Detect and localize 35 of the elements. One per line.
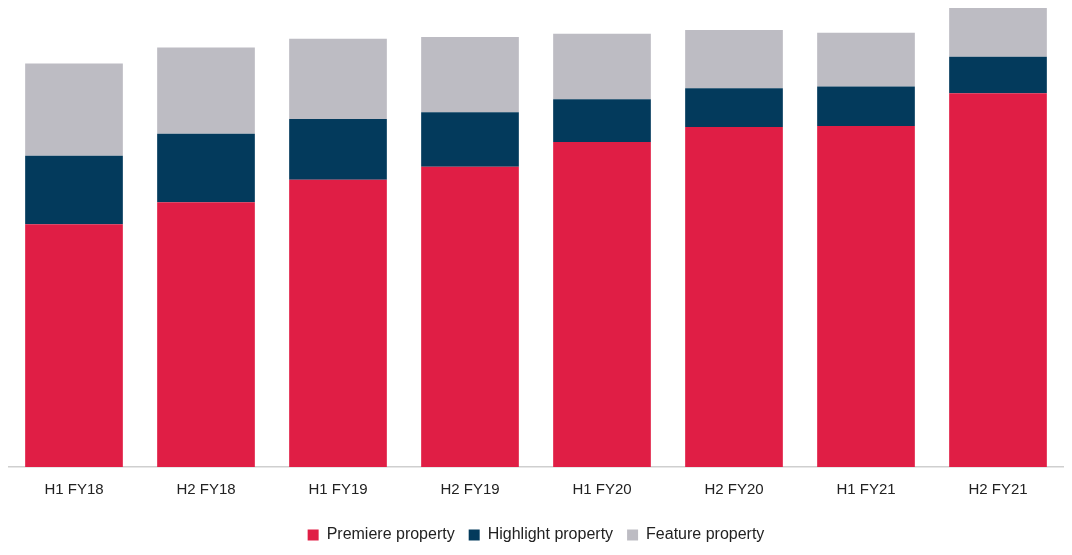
bar	[289, 38, 387, 120]
bar	[817, 32, 915, 87]
bar	[553, 33, 651, 100]
bar	[553, 99, 651, 143]
bar	[25, 155, 123, 225]
legend-label: Premiere property	[326, 525, 455, 543]
bar	[685, 30, 783, 89]
bar	[685, 126, 783, 467]
bar	[421, 166, 519, 467]
bar	[157, 47, 255, 134]
bar	[817, 125, 915, 467]
bar	[157, 202, 255, 467]
bar	[289, 179, 387, 467]
legend-label: Highlight property	[487, 525, 614, 543]
x-tick-label: H1 FY18	[44, 480, 104, 498]
x-tick-label: H2 FY18	[176, 480, 236, 498]
bar	[289, 119, 387, 180]
x-tick-label: H1 FY21	[836, 480, 896, 498]
x-tick-label: H2 FY20	[704, 480, 764, 498]
bar	[949, 56, 1047, 94]
bar	[421, 112, 519, 167]
x-tick-label: H1 FY19	[308, 480, 368, 498]
bar	[553, 142, 651, 467]
bar	[421, 36, 519, 113]
legend-label: Feature property	[646, 525, 765, 543]
bar	[25, 224, 123, 467]
x-tick-label: H2 FY19	[440, 480, 500, 498]
bar	[25, 63, 123, 156]
x-tick-label: H2 FY21	[968, 480, 1028, 498]
bar	[949, 8, 1047, 57]
bar	[685, 88, 783, 127]
bar	[157, 133, 255, 203]
bar	[817, 86, 915, 126]
bar	[949, 93, 1047, 467]
x-tick-label: H1 FY20	[572, 480, 632, 498]
